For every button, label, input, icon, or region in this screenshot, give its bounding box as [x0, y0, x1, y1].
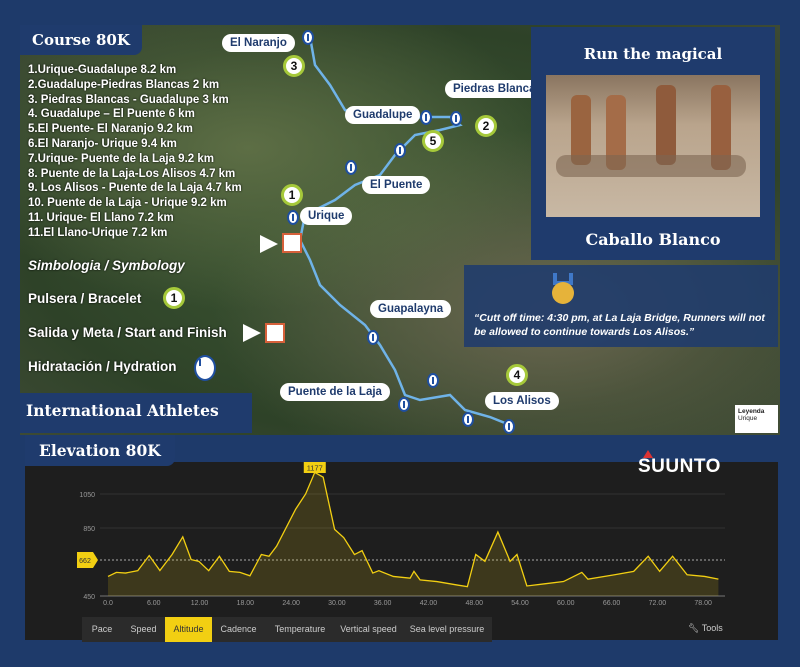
hydration-marker [345, 160, 357, 175]
y-tick-label: 450 [83, 594, 95, 601]
cutoff-text: “Cutt off time: 4:30 pm, at La Laja Brid… [474, 312, 765, 338]
tab-pace[interactable]: Pace [82, 617, 122, 642]
promo-title: Run the magical [583, 45, 723, 63]
y-tick-label: 850 [83, 526, 95, 533]
hydration-marker [420, 110, 432, 125]
course-item: 11.El Llano-Urique 7.2 km [28, 226, 168, 239]
medal-icon [552, 282, 574, 304]
x-tick-label: 18.00 [237, 600, 255, 607]
elevation-line [107, 471, 719, 588]
x-tick-label: 36.00 [374, 600, 392, 607]
elevation-chart: 450 850 1050 662 0.0 6.00 12.00 18.00 24.00 30.00… [77, 462, 725, 607]
x-tick-label: 60.00 [557, 600, 575, 607]
course-item: 3. Piedras Blancas - Guadalupe 3 km [28, 93, 229, 106]
x-tick-label: 78.00 [694, 600, 712, 607]
course-title: Course 80K [20, 25, 142, 55]
bracelet-marker-4: 4 [506, 364, 528, 386]
course-item: 5.El Puente- El Naranjo 9.2 km [28, 123, 193, 136]
bracelet-marker-1: 1 [281, 184, 303, 206]
elevation-title: Elevation 80K [25, 435, 175, 466]
course-item: 1.Urique-Guadalupe 8.2 km [28, 64, 177, 76]
course-item: 11. Urique- El Llano 7.2 km [28, 211, 174, 224]
x-tick-label: 66.00 [603, 600, 621, 607]
tab-cadence[interactable]: Cadence [212, 617, 265, 642]
place-label-puente-de-la-laja: Puente de la Laja [280, 383, 390, 401]
course-item: 6.El Naranjo- Urique 9.4 km [28, 137, 177, 150]
tab-altitude[interactable]: Altitude [165, 617, 212, 642]
course-item: 2.Guadalupe-Piedras Blancas 2 km [28, 78, 220, 91]
hydration-marker [398, 397, 410, 412]
finish-marker [282, 233, 302, 253]
symbology-title: Simbologia / Symbology [28, 258, 185, 273]
bracelet-icon: 1 [163, 287, 185, 309]
place-label-el-naranjo: El Naranjo [222, 34, 295, 52]
place-label-urique: Urique [300, 207, 353, 225]
course-item: 4. Guadalupe – El Puente 6 km [28, 108, 195, 121]
hydration-marker [287, 210, 299, 225]
course-item: 10. Puente de la Laja - Urique 9.2 km [28, 197, 227, 210]
bracelet-marker-3: 3 [283, 55, 305, 77]
reference-label: 662 [79, 558, 91, 565]
hydration-label: Hidratación / Hydration [28, 359, 177, 374]
place-label-el-puente: El Puente [362, 176, 431, 194]
finish-icon [265, 323, 285, 343]
x-tick-label: 42.00 [420, 600, 438, 607]
place-label-guadalupe: Guadalupe [345, 106, 421, 124]
hydration-marker [503, 419, 515, 434]
start-icon [243, 324, 261, 342]
tab-vertical-speed[interactable]: Vertical speed [335, 617, 402, 642]
x-tick-label: 6.00 [147, 600, 161, 607]
course-item: 8. Puente de la Laja-Los Alisos 4.7 km [28, 167, 236, 180]
x-tick-label: 30.00 [328, 600, 346, 607]
wrench-icon: 🔧︎ [688, 623, 700, 633]
course-item: 7.Urique- Puente de la Laja 9.2 km [28, 152, 214, 165]
tab-speed[interactable]: Speed [122, 617, 165, 642]
brand-logo: SUUNTO [638, 456, 721, 477]
max-label: 1177 [307, 464, 323, 473]
bracelet-label: Pulsera / Bracelet [28, 291, 142, 306]
promo-subtitle: Caballo Blanco [585, 230, 721, 249]
tools-label: Tools [701, 623, 723, 633]
suunto-logo-icon [643, 450, 653, 458]
course-list: 1.Urique-Guadalupe 8.2 km 2.Guadalupe-Pi… [28, 63, 242, 241]
sandals-photo [546, 75, 760, 217]
legend-item: Urique [738, 415, 758, 422]
hydration-icon [194, 355, 216, 381]
hydration-marker [450, 111, 462, 126]
bracelet-marker-5: 5 [422, 130, 444, 152]
x-tick-label: 54.00 [511, 600, 529, 607]
x-tick-label: 48.00 [465, 600, 483, 607]
map-legend: Leyenda Urique [735, 405, 778, 433]
hydration-marker [462, 412, 474, 427]
cutoff-notice: “Cutt off time: 4:30 pm, at La Laja Brid… [464, 265, 778, 347]
legend-title: Leyenda [738, 408, 765, 415]
course-item: 9. Los Alisos - Puente de la Laja 4.7 km [28, 182, 242, 195]
hydration-marker [367, 330, 379, 345]
tab-sea-level-pressure[interactable]: Sea level pressure [402, 617, 492, 642]
start-finish-label: Salida y Meta / Start and Finish [28, 325, 227, 340]
x-tick-label: 72.00 [649, 600, 667, 607]
elevation-area [108, 472, 719, 596]
elevation-panel: 450 850 1050 662 0.0 6.00 12.00 18.00 24.00 30.00… [25, 450, 778, 642]
place-label-guapalayna: Guapalayna [370, 300, 452, 318]
x-tick-label: 24.00 [282, 600, 300, 607]
x-tick-label: 0.0 [103, 600, 113, 607]
tab-temperature[interactable]: Temperature [265, 617, 335, 642]
place-label-los-alisos: Los Alisos [485, 392, 559, 410]
promo-panel: Run the magical Caballo Blanco [531, 27, 775, 260]
hydration-marker [302, 30, 314, 45]
international-athletes-heading: International Athletes [20, 393, 252, 433]
x-tick-label: 12.00 [191, 600, 209, 607]
hydration-marker [427, 373, 439, 388]
start-marker [260, 235, 278, 253]
hydration-marker [394, 143, 406, 158]
bracelet-marker-2: 2 [475, 115, 497, 137]
tools-button[interactable]: 🔧︎ Tools [688, 623, 723, 634]
y-tick-label: 1050 [79, 492, 95, 499]
place-label-piedras-blancas: Piedras Blancas [445, 80, 550, 98]
reference-marker [77, 551, 98, 568]
max-marker [303, 462, 326, 473]
